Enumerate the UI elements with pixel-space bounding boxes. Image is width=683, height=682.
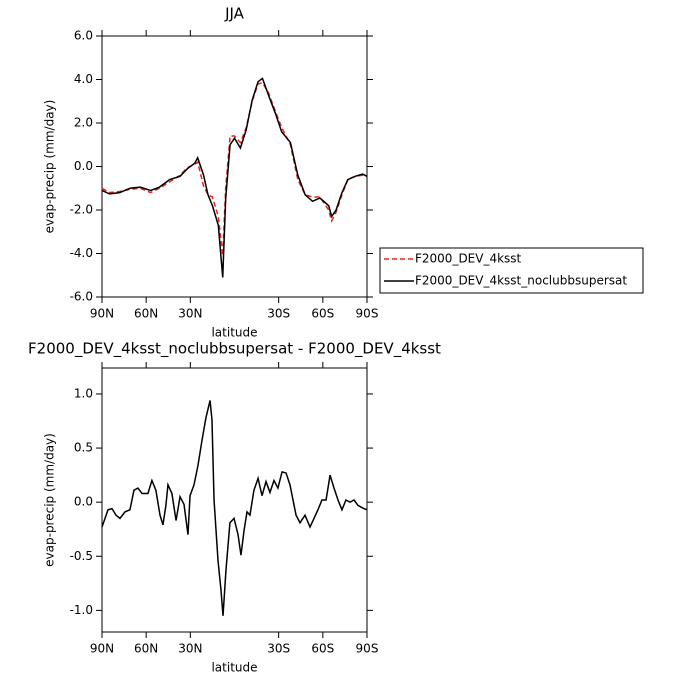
- plot-frame: [101, 35, 368, 298]
- y-tick-label: 6.0: [74, 29, 93, 43]
- y-tick-label: 0.5: [74, 441, 93, 455]
- x-axis-label: latitude: [211, 326, 257, 340]
- legend-label: F2000_DEV_4ksst: [415, 252, 522, 266]
- data-line: [101, 77, 368, 278]
- legend-label: F2000_DEV_4ksst_noclubbsupersat: [415, 274, 627, 288]
- y-tick-label: 0.0: [74, 159, 93, 173]
- data-line: [101, 81, 368, 256]
- x-tick-label: 30N: [178, 307, 202, 321]
- y-tick-label: 1.0: [74, 386, 93, 400]
- y-tick-label: 0.0: [74, 495, 93, 509]
- x-tick-label: 90N: [90, 642, 114, 656]
- y-tick-label: -2.0: [70, 203, 93, 217]
- y-axis-label: evap-precip (mm/day): [43, 100, 57, 234]
- y-tick-label: -1.0: [70, 603, 93, 617]
- data-line: [101, 400, 368, 616]
- x-tick-label: 30S: [267, 307, 290, 321]
- legend-box: [379, 247, 644, 294]
- x-tick-label: 60S: [311, 642, 334, 656]
- x-tick-label: 60S: [311, 307, 334, 321]
- y-tick-label: 2.0: [74, 116, 93, 130]
- x-tick-label: 60N: [134, 642, 158, 656]
- x-tick-label: 30S: [267, 642, 290, 656]
- y-tick-label: 4.0: [74, 72, 93, 86]
- y-axis-label: evap-precip (mm/day): [43, 433, 57, 567]
- x-tick-label: 90N: [90, 307, 114, 321]
- x-axis-label: latitude: [211, 661, 257, 675]
- x-tick-label: 90S: [356, 307, 379, 321]
- chart-title: JJA: [224, 5, 245, 23]
- y-tick-label: -4.0: [70, 246, 93, 260]
- y-tick-label: -0.5: [70, 549, 93, 563]
- plot-frame: [101, 367, 368, 633]
- y-tick-label: -6.0: [70, 290, 93, 304]
- x-tick-label: 90S: [356, 642, 379, 656]
- x-tick-label: 60N: [134, 307, 158, 321]
- x-tick-label: 30N: [178, 642, 202, 656]
- chart-title: F2000_DEV_4ksst_noclubbsupersat - F2000_…: [28, 340, 441, 359]
